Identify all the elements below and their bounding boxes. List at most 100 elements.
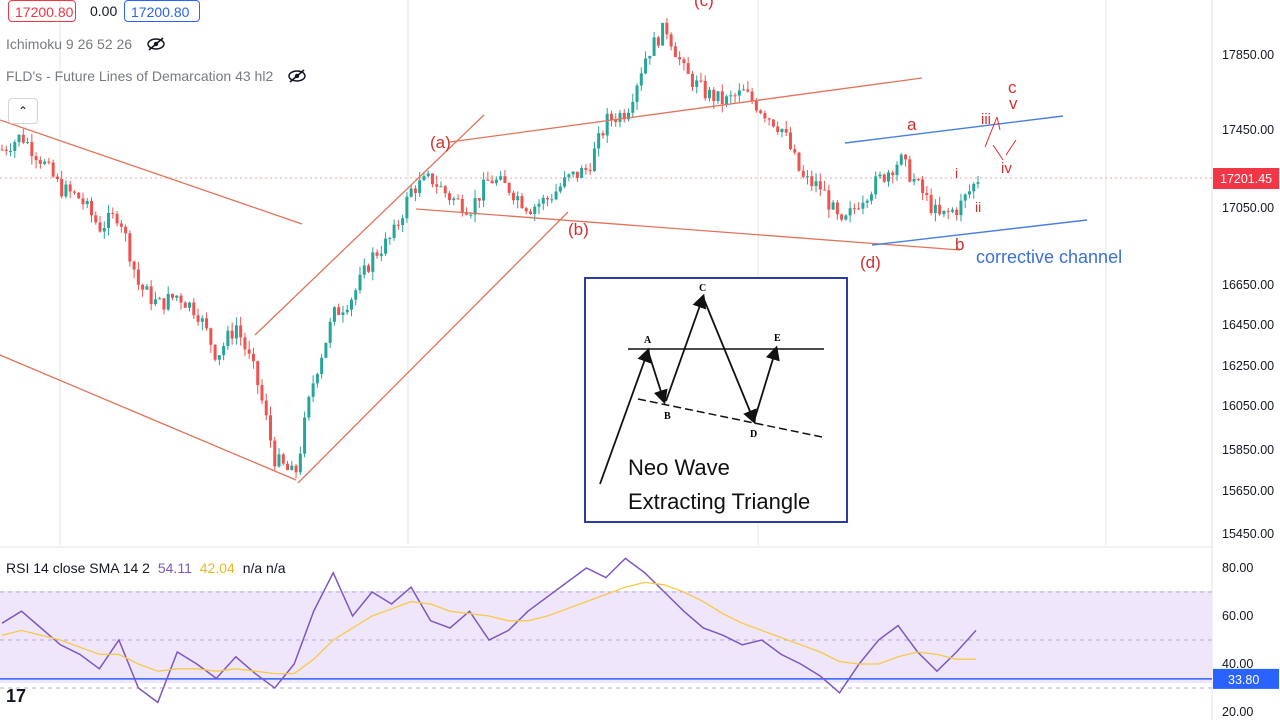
rsi-line xyxy=(1,557,977,704)
candle-body xyxy=(904,154,908,160)
candle-body xyxy=(26,142,30,144)
trendline xyxy=(297,211,569,484)
candle-body xyxy=(256,361,260,386)
rsi-tick: 40.00 xyxy=(1222,657,1253,671)
candle-body xyxy=(34,156,38,160)
candle-body xyxy=(707,89,711,99)
candle-body xyxy=(963,194,967,201)
candle-body xyxy=(222,345,226,356)
wave-label-v: v xyxy=(1009,94,1018,113)
candle-body xyxy=(605,113,609,136)
candle-body xyxy=(678,57,682,60)
candle-body xyxy=(239,325,243,338)
eye-off-icon[interactable] xyxy=(146,37,166,54)
candle-body xyxy=(661,22,665,46)
candle-body xyxy=(55,176,59,179)
channel-lower xyxy=(871,219,1088,246)
candle-body xyxy=(533,206,537,214)
rsi-sma-line xyxy=(1,581,976,675)
ichimoku-legend[interactable]: Ichimoku 9 26 52 26 xyxy=(6,36,166,54)
candle-body xyxy=(865,200,869,203)
ask-price[interactable]: 17200.80 xyxy=(124,0,200,22)
candle-body xyxy=(750,91,754,102)
candle-body xyxy=(916,179,920,181)
bid-price[interactable]: 17200.80 xyxy=(8,0,76,22)
candle-body xyxy=(703,80,707,99)
candle-body xyxy=(51,162,55,177)
candle-body xyxy=(77,192,81,199)
fld-legend[interactable]: FLD's - Future Lines of Demarcation 43 h… xyxy=(6,68,307,86)
price-tick: 15850.00 xyxy=(1222,443,1274,457)
candle-body xyxy=(469,214,473,216)
candle-body xyxy=(136,269,140,285)
candle-body xyxy=(933,204,937,213)
candle-body xyxy=(869,194,873,201)
candle-body xyxy=(622,112,626,120)
candle-body xyxy=(580,168,584,178)
candle-body xyxy=(0,149,4,151)
candle-body xyxy=(273,440,277,467)
candle-body xyxy=(874,176,878,195)
candle-body xyxy=(524,208,528,212)
candle-body xyxy=(908,159,912,182)
candle-body xyxy=(899,154,903,165)
tradingview-logo[interactable]: 17 xyxy=(6,686,27,706)
diagram-label-d: D xyxy=(750,429,757,440)
candle-body xyxy=(631,101,635,113)
candle-body xyxy=(94,215,98,223)
candle-body xyxy=(648,55,652,59)
eye-off-icon[interactable] xyxy=(287,69,307,86)
candle-body xyxy=(729,95,733,97)
candle-body xyxy=(158,298,162,300)
candle-body xyxy=(754,101,758,111)
candle-body xyxy=(141,284,145,290)
price-tick: 17450.00 xyxy=(1222,123,1274,137)
candle-body xyxy=(571,171,575,175)
trendline xyxy=(0,354,297,481)
rsi-lines xyxy=(1,557,977,704)
rsi-legend[interactable]: RSI 14 close SMA 14 2 54.11 42.04 n/a n/… xyxy=(6,560,286,576)
candle-body xyxy=(294,465,298,473)
candle-body xyxy=(205,318,209,329)
candle-body xyxy=(486,179,490,181)
trendline xyxy=(449,77,923,143)
candle-body xyxy=(520,196,524,209)
collapse-legend-button[interactable]: ⌃ xyxy=(8,98,38,124)
candle-body xyxy=(426,173,430,177)
candle-body xyxy=(712,89,716,102)
candle-body xyxy=(891,172,895,176)
candle-body xyxy=(554,191,558,200)
candle-body xyxy=(584,168,588,170)
candle-body xyxy=(60,178,64,197)
candle-body xyxy=(563,177,567,187)
candle-body xyxy=(788,132,792,150)
candle-body xyxy=(686,63,690,74)
rsi-tick: 80.00 xyxy=(1222,561,1253,575)
candle-body xyxy=(132,261,136,270)
candle-body xyxy=(639,73,643,86)
chevron-up-icon: ⌃ xyxy=(17,104,29,118)
price-tick: 16450.00 xyxy=(1222,318,1274,332)
extracting-triangle-diagram: A B C D E xyxy=(599,283,824,485)
wave-label-b-paren: (b) xyxy=(568,220,589,239)
candle-body xyxy=(618,112,622,123)
candle-body xyxy=(609,113,613,120)
candle-body xyxy=(179,295,183,303)
rsi-axis: 80.00 60.00 40.00 20.00 33.80 xyxy=(1213,561,1279,719)
wave-label-iii: iii xyxy=(981,111,991,128)
candle-body xyxy=(392,224,396,238)
candle-body xyxy=(439,186,443,188)
candle-body xyxy=(541,197,545,204)
rsi-grid xyxy=(0,591,1212,689)
candle-body xyxy=(85,200,89,205)
candle-body xyxy=(737,90,741,96)
candle-body xyxy=(575,171,579,178)
fld-label: FLD's - Future Lines of Demarcation 43 h… xyxy=(6,68,274,84)
neo-wave-inset: A B C D E Neo Wave Extracting Triangle xyxy=(584,277,848,523)
candle-body xyxy=(328,321,332,343)
candle-body xyxy=(98,222,102,232)
candle-body xyxy=(260,385,264,401)
candle-body xyxy=(818,181,822,190)
trendline xyxy=(415,208,961,251)
